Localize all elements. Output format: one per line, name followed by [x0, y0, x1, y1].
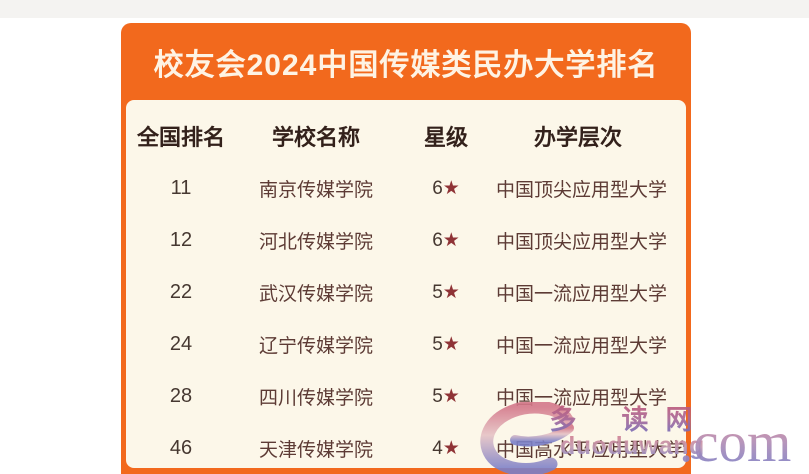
- star-rating: 6★: [396, 229, 496, 252]
- card-title: 校友会2024中国传媒类民办大学排名: [153, 48, 659, 82]
- school-name: 天津传媒学院: [258, 439, 373, 461]
- star-icon: ★: [442, 229, 460, 251]
- table-row: 24 辽宁传媒学院 5★ 中国一流应用型大学: [126, 318, 686, 370]
- school-name: 四川传媒学院: [258, 387, 373, 409]
- star-count: 5: [432, 385, 443, 407]
- star-rating: 5★: [396, 281, 496, 304]
- watermark-domain-suffix: .com: [679, 411, 792, 474]
- star-icon: ★: [442, 333, 460, 355]
- school-name: 河北传媒学院: [258, 231, 373, 253]
- star-count: 4: [432, 437, 443, 459]
- star-count: 5: [432, 281, 443, 303]
- star-icon: ★: [442, 281, 460, 303]
- table-row: 28 四川传媒学院 5★ 中国一流应用型大学: [126, 370, 686, 422]
- star-icon: ★: [442, 437, 460, 459]
- top-gray-strip: [0, 0, 809, 18]
- ranking-card: 校友会2024中国传媒类民办大学排名 全国排名 学校名称 星级 办学层次 11 …: [121, 23, 691, 474]
- rank-value: 22: [169, 280, 193, 303]
- star-count: 5: [432, 333, 443, 355]
- school-name: 武汉传媒学院: [258, 283, 373, 305]
- table-row: 46 天津传媒学院 4★ 中国高水平应用型大学: [126, 422, 686, 468]
- school-name: 南京传媒学院: [258, 179, 373, 201]
- rank-value: 28: [169, 384, 193, 407]
- rank-value: 11: [170, 176, 192, 199]
- school-level: 中国一流应用型大学: [496, 335, 668, 357]
- school-level: 中国一流应用型大学: [496, 387, 668, 409]
- table-header-row: 全国排名 学校名称 星级 办学层次: [126, 110, 686, 162]
- table-row: 11 南京传媒学院 6★ 中国顶尖应用型大学: [126, 162, 686, 214]
- school-level: 中国高水平应用型大学: [496, 439, 686, 461]
- star-icon: ★: [442, 385, 460, 407]
- header-level: 办学层次: [533, 125, 622, 150]
- star-count: 6: [432, 229, 443, 251]
- header-stars: 星级: [423, 125, 468, 150]
- ranking-table-panel: 全国排名 学校名称 星级 办学层次 11 南京传媒学院 6★ 中国顶尖应用型大学…: [126, 100, 686, 468]
- rank-value: 12: [169, 228, 193, 251]
- star-count: 6: [432, 177, 443, 199]
- star-rating: 5★: [396, 333, 496, 356]
- star-rating: 4★: [396, 437, 496, 460]
- school-name: 辽宁传媒学院: [258, 335, 373, 357]
- rank-value: 46: [169, 436, 193, 459]
- school-level: 中国一流应用型大学: [496, 283, 668, 305]
- school-level: 中国顶尖应用型大学: [496, 231, 668, 253]
- star-rating: 6★: [396, 177, 496, 200]
- header-school: 学校名称: [271, 125, 360, 150]
- header-rank: 全国排名: [136, 125, 225, 150]
- star-icon: ★: [442, 177, 460, 199]
- rank-value: 24: [169, 332, 193, 355]
- school-level: 中国顶尖应用型大学: [496, 179, 668, 201]
- table-row: 22 武汉传媒学院 5★ 中国一流应用型大学: [126, 266, 686, 318]
- table-row: 12 河北传媒学院 6★ 中国顶尖应用型大学: [126, 214, 686, 266]
- star-rating: 5★: [396, 385, 496, 408]
